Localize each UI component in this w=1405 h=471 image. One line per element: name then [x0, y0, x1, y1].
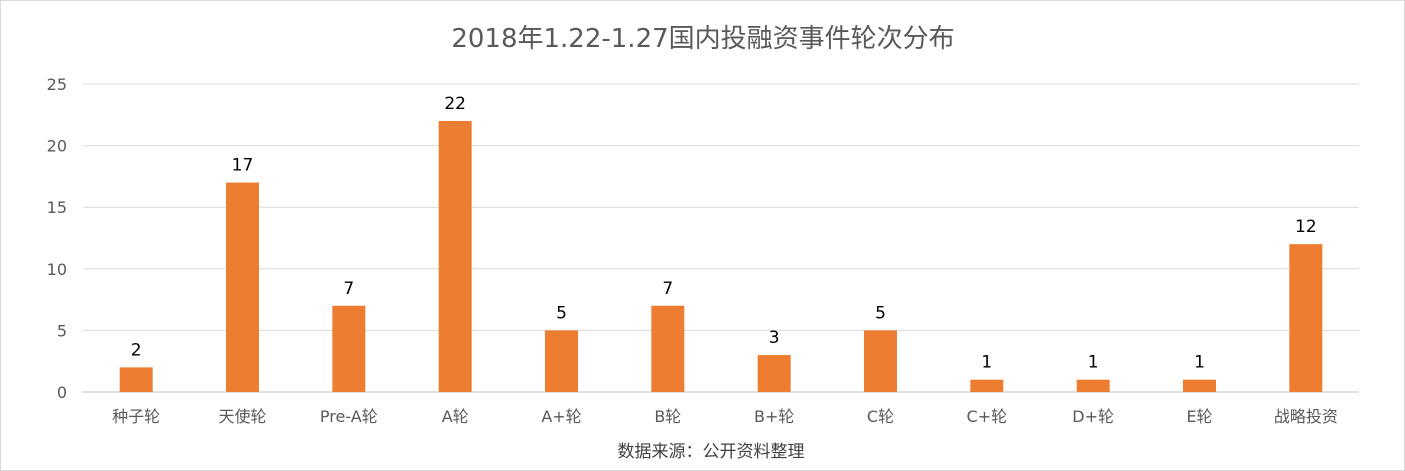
y-tick-label: 20 — [47, 137, 67, 156]
data-label: 1 — [981, 353, 992, 373]
data-label: 3 — [769, 328, 780, 348]
bar — [226, 182, 259, 392]
bar — [1289, 244, 1323, 392]
data-label: 5 — [875, 303, 886, 323]
bar — [651, 305, 685, 392]
bar — [970, 379, 1004, 392]
y-tick-label: 5 — [57, 321, 67, 340]
bar — [332, 305, 366, 392]
gridlines — [83, 83, 1359, 393]
category-label: C轮 — [867, 407, 894, 426]
chart-title: 2018年1.22-1.27国内投融资事件轮次分布 — [451, 24, 954, 54]
data-label: 17 — [232, 156, 254, 176]
category-label: B轮 — [654, 407, 681, 426]
y-tick-label: 25 — [47, 75, 67, 94]
category-label: C+轮 — [967, 407, 1008, 426]
category-label: 战略投资 — [1274, 407, 1338, 426]
category-label: E轮 — [1186, 407, 1212, 426]
category-label: Pre-A轮 — [320, 407, 378, 426]
y-tick-label: 15 — [47, 198, 67, 217]
bar — [864, 330, 897, 392]
category-label: 种子轮 — [112, 407, 160, 426]
bar — [1076, 379, 1110, 392]
category-label: B+轮 — [754, 407, 794, 426]
bar — [438, 120, 472, 393]
data-label: 1 — [1194, 353, 1205, 373]
category-labels: 种子轮 天使轮 Pre-A轮 A轮 A+轮 B轮 B+轮 C轮 C+轮 D+轮 E轮 战略投资 — [112, 407, 1338, 426]
data-label: 1 — [1088, 353, 1099, 373]
y-tick-label: 0 — [57, 383, 67, 402]
category-label: 天使轮 — [218, 407, 266, 426]
category-label: D+轮 — [1072, 407, 1114, 426]
bar — [545, 330, 578, 392]
data-label: 2 — [131, 340, 142, 360]
category-label: A+轮 — [541, 407, 581, 426]
bar — [757, 355, 791, 392]
data-label: 7 — [343, 279, 354, 299]
data-label: 12 — [1295, 217, 1317, 237]
bar — [119, 367, 153, 392]
source-note: 数据来源：公开资料整理 — [618, 442, 805, 462]
bar — [1183, 379, 1216, 392]
data-label: 5 — [556, 303, 567, 323]
y-axis-ticks: 0 5 10 15 20 25 — [47, 75, 67, 402]
category-label: A轮 — [442, 407, 469, 426]
bars — [119, 120, 1323, 393]
data-labels: 2 17 7 22 5 7 3 5 1 1 1 12 — [131, 94, 1317, 373]
data-label: 7 — [662, 279, 673, 299]
y-tick-label: 10 — [47, 260, 67, 279]
data-label: 22 — [444, 94, 466, 114]
